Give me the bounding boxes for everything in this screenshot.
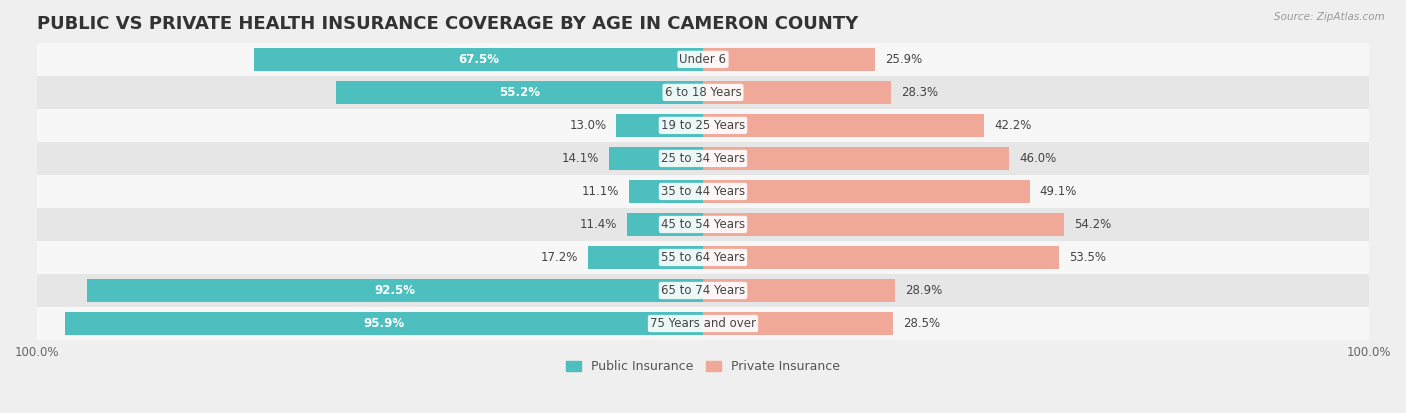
Bar	[37, 274, 1369, 307]
Text: 6 to 18 Years: 6 to 18 Years	[665, 86, 741, 99]
Text: 95.9%: 95.9%	[363, 317, 405, 330]
Text: 45 to 54 Years: 45 to 54 Years	[661, 218, 745, 231]
Bar	[703, 213, 1064, 236]
Text: 25 to 34 Years: 25 to 34 Years	[661, 152, 745, 165]
Bar	[589, 246, 703, 269]
Text: 67.5%: 67.5%	[458, 53, 499, 66]
Bar	[703, 48, 876, 71]
Bar	[628, 180, 703, 203]
Text: 92.5%: 92.5%	[374, 284, 416, 297]
Bar	[703, 279, 896, 302]
Text: 55.2%: 55.2%	[499, 86, 540, 99]
Bar	[37, 175, 1369, 208]
Bar	[627, 213, 703, 236]
Bar	[37, 241, 1369, 274]
Text: 28.9%: 28.9%	[905, 284, 942, 297]
Text: 11.1%: 11.1%	[582, 185, 619, 198]
Text: Source: ZipAtlas.com: Source: ZipAtlas.com	[1274, 12, 1385, 22]
Text: 11.4%: 11.4%	[579, 218, 617, 231]
Text: 54.2%: 54.2%	[1074, 218, 1111, 231]
Bar	[703, 114, 984, 137]
Text: 75 Years and over: 75 Years and over	[650, 317, 756, 330]
Bar	[87, 279, 703, 302]
Text: 46.0%: 46.0%	[1019, 152, 1056, 165]
Bar	[253, 48, 703, 71]
Text: 25.9%: 25.9%	[886, 53, 922, 66]
Text: Under 6: Under 6	[679, 53, 727, 66]
Text: 53.5%: 53.5%	[1069, 251, 1107, 264]
Legend: Public Insurance, Private Insurance: Public Insurance, Private Insurance	[561, 355, 845, 378]
Text: 28.5%: 28.5%	[903, 317, 939, 330]
Text: 19 to 25 Years: 19 to 25 Years	[661, 119, 745, 132]
Bar	[609, 147, 703, 170]
Bar	[37, 142, 1369, 175]
Text: PUBLIC VS PRIVATE HEALTH INSURANCE COVERAGE BY AGE IN CAMERON COUNTY: PUBLIC VS PRIVATE HEALTH INSURANCE COVER…	[37, 15, 859, 33]
Bar	[37, 76, 1369, 109]
Text: 35 to 44 Years: 35 to 44 Years	[661, 185, 745, 198]
Text: 14.1%: 14.1%	[562, 152, 599, 165]
Bar	[65, 312, 703, 335]
Bar	[703, 312, 893, 335]
Bar	[703, 147, 1010, 170]
Text: 55 to 64 Years: 55 to 64 Years	[661, 251, 745, 264]
Text: 65 to 74 Years: 65 to 74 Years	[661, 284, 745, 297]
Text: 17.2%: 17.2%	[541, 251, 578, 264]
Text: 28.3%: 28.3%	[901, 86, 939, 99]
Text: 49.1%: 49.1%	[1040, 185, 1077, 198]
Bar	[37, 43, 1369, 76]
Text: 42.2%: 42.2%	[994, 119, 1032, 132]
Bar	[37, 208, 1369, 241]
Bar	[37, 109, 1369, 142]
Bar	[703, 180, 1029, 203]
Bar	[37, 307, 1369, 340]
Text: 13.0%: 13.0%	[569, 119, 606, 132]
Bar	[703, 246, 1059, 269]
Bar	[703, 81, 891, 104]
Bar	[336, 81, 703, 104]
Bar	[616, 114, 703, 137]
